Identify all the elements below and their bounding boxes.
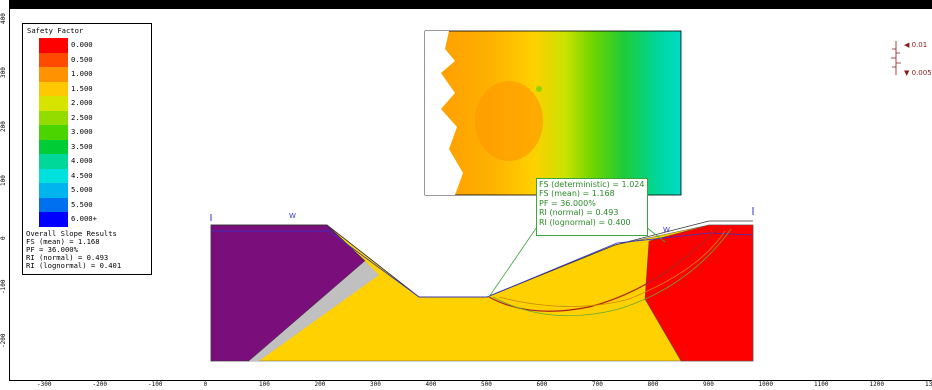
legend-swatch <box>39 212 68 227</box>
callout-pf: PF = 36.000% <box>539 198 596 208</box>
x-tick-label: 600 <box>536 381 548 388</box>
overall-result-pf: PF = 36.000% <box>26 245 78 254</box>
callout-fs-mean: FS (mean) = 1.168 <box>539 189 615 199</box>
x-tick-label: 13 <box>925 381 932 388</box>
legend-label: 1.000 <box>71 69 93 78</box>
y-tick-label: 200 <box>0 121 7 132</box>
x-tick-label: -300 <box>37 381 52 388</box>
legend-swatch <box>39 110 68 125</box>
seismic-vertical-coefficient: ▼ 0.005 <box>904 69 932 77</box>
y-tick-label: 300 <box>0 67 7 78</box>
legend-label: 0.500 <box>71 54 93 64</box>
legend-label: 4.500 <box>71 170 93 180</box>
vertical-ruler: 400 300 200 100 0 -100 -200 <box>0 0 10 389</box>
legend-swatch <box>39 168 68 183</box>
legend-swatch <box>39 96 68 111</box>
x-tick-label: 200 <box>314 381 326 388</box>
legend-title: Safety Factor <box>27 26 84 35</box>
y-tick-label: 0 <box>0 236 7 240</box>
legend-label: 2.000 <box>71 98 93 107</box>
water-marker-right: W <box>663 226 670 234</box>
x-tick-label: 800 <box>647 381 659 388</box>
slip-surface-secondary <box>492 228 732 317</box>
overall-result-ri-normal: RI (normal) = 0.493 <box>26 253 109 262</box>
x-tick-label: 0 <box>203 381 208 388</box>
legend-swatch <box>39 38 68 53</box>
legend-swatch <box>39 52 68 67</box>
legend-swatch <box>39 197 68 212</box>
legend-label: 0.000 <box>71 40 93 49</box>
x-tick-label: 900 <box>703 381 714 388</box>
x-tick-label: 400 <box>425 381 437 388</box>
grey-interface-band <box>249 261 379 361</box>
legend-label: 1.500 <box>71 83 93 93</box>
legend-label: 6.000+ <box>71 214 97 223</box>
safety-factor-legend: Safety Factor 0.000 0.500 1.000 1.500 2.000 2… <box>22 23 152 275</box>
x-tick-label: 1200 <box>869 381 884 388</box>
x-tick-label: 1000 <box>758 381 773 388</box>
legend-label: 5.500 <box>71 199 93 209</box>
legend-label: 5.000 <box>71 185 93 194</box>
x-tick-label: 300 <box>370 381 381 388</box>
callout-fs-deterministic: FS (deterministic) = 1.024 <box>539 180 645 189</box>
legend-swatch <box>39 183 68 198</box>
legend-label: 3.000 <box>71 127 93 136</box>
x-tick-label: 700 <box>592 381 603 388</box>
x-tick-label: 1100 <box>814 381 829 388</box>
legend-swatch <box>39 154 68 169</box>
slip-center-grid[interactable] <box>424 30 682 196</box>
critical-surface-callout[interactable]: FS (deterministic) = 1.024 FS (mean) = 1… <box>536 178 648 236</box>
callout-leader-2 <box>645 226 666 243</box>
legend-swatch <box>39 125 68 140</box>
overall-result-ri-lognormal: RI (lognormal) = 0.401 <box>26 261 122 270</box>
y-tick-label: 400 <box>0 13 7 24</box>
minimum-fs-center-marker <box>536 86 542 92</box>
seismic-horizontal-coefficient: ◀ 0.01 <box>904 41 928 49</box>
horizontal-ruler: -300 -200 -100 0 100 200 300 400 500 600 700 800 900… <box>9 380 932 390</box>
overall-result-fs-mean: FS (mean) = 1.168 <box>26 237 100 246</box>
overall-results-heading: Overall Slope Results <box>26 229 117 238</box>
water-marker-left: W <box>289 212 296 220</box>
y-tick-label: -100 <box>0 279 7 294</box>
x-tick-label: 100 <box>259 381 270 388</box>
legend-label: 2.500 <box>71 112 93 122</box>
y-tick-label: -200 <box>0 333 7 348</box>
water-table-line <box>211 230 754 298</box>
model-canvas[interactable]: Safety Factor 0.000 0.500 1.000 1.500 2.000 2… <box>9 9 932 380</box>
legend-label: 3.500 <box>71 141 93 151</box>
slip-surface-tertiary <box>498 230 726 307</box>
legend-label: 4.000 <box>71 156 93 165</box>
callout-leader-1 <box>488 223 540 298</box>
legend-swatch <box>39 67 68 82</box>
y-tick-label: 100 <box>0 175 7 186</box>
x-tick-label: -100 <box>148 381 163 388</box>
callout-ri-normal: RI (normal) = 0.493 <box>539 208 619 218</box>
x-tick-label: 500 <box>481 381 492 388</box>
legend-swatch <box>39 139 68 154</box>
seismic-load-icon <box>891 41 901 75</box>
x-tick-label: -200 <box>92 381 107 388</box>
slope-geometry[interactable] <box>210 207 754 362</box>
slope-model-drawing <box>210 30 754 362</box>
legend-swatch <box>39 81 68 96</box>
callout-ri-lognormal: RI (lognormal) = 0.400 <box>539 217 631 227</box>
